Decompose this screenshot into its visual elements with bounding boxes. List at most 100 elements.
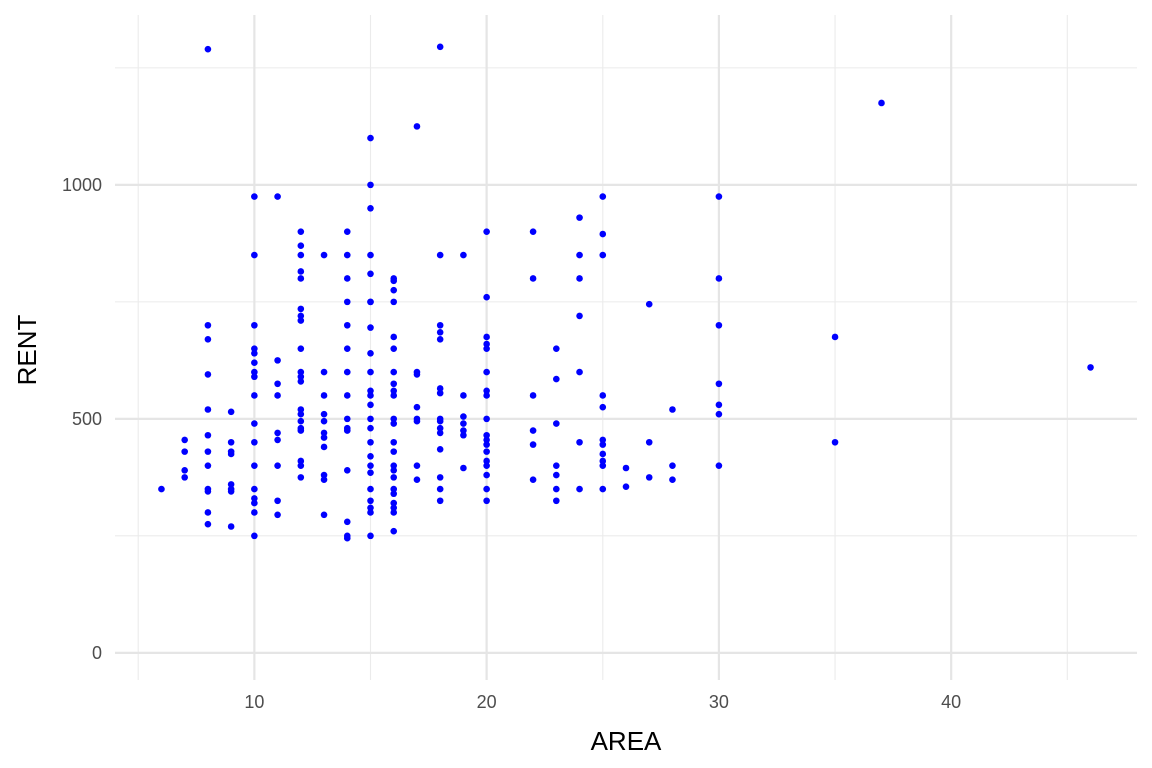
data-point [436,485,444,493]
data-point [529,275,537,282]
data-point [460,413,467,420]
data-point [390,467,398,474]
data-point [436,389,444,397]
data-point [204,336,212,343]
data-point [460,427,467,434]
data-point [576,485,583,493]
data-point [320,471,328,479]
data-point [367,497,374,505]
data-point [274,436,281,444]
y-tick-label: 1000 [62,175,102,195]
data-point [367,181,374,189]
data-point [436,474,444,481]
data-point [645,474,653,481]
data-point [297,368,305,376]
data-point [831,438,839,446]
data-point [436,251,444,259]
data-point [297,317,305,324]
data-point [227,450,235,458]
data-point [251,462,258,469]
data-point [251,485,258,493]
data-point [715,321,723,329]
data-point [181,436,188,444]
data-point [413,462,421,469]
data-point [715,380,723,388]
data-point [181,474,188,481]
data-point [367,251,374,259]
data-point [436,445,444,453]
data-point [274,380,281,388]
data-point [343,228,351,235]
data-point [576,368,583,376]
data-point [251,420,258,427]
data-point [367,387,374,395]
data-point [251,392,258,399]
data-point [274,497,281,505]
data-point [251,438,258,446]
data-point [413,403,421,411]
data-point [204,321,212,329]
data-point [297,305,305,313]
x-tick-label: 20 [477,692,497,712]
data-point [390,499,398,507]
data-point [878,99,885,107]
data-point [297,410,305,418]
data-point [645,300,653,308]
data-point [320,410,328,418]
data-point [343,392,351,399]
data-point [367,204,374,212]
data-point [483,228,490,235]
data-point [367,415,374,423]
data-point [227,408,235,416]
data-point [483,387,490,395]
data-point [529,441,537,448]
data-point [436,328,444,336]
data-point [390,380,398,388]
data-point [599,485,607,493]
data-point [436,424,444,432]
data-point [297,242,305,250]
data-point [390,387,398,395]
data-point [390,345,398,352]
data-point [367,324,374,331]
data-point [715,193,723,200]
data-point [251,509,258,516]
data-point [343,298,351,306]
data-point [367,350,374,357]
data-point [715,410,723,418]
data-point [251,321,258,329]
data-point [227,481,235,488]
data-point [367,532,374,540]
data-point [436,429,444,437]
data-point [367,134,374,142]
data-point [343,467,351,474]
data-point [576,275,583,282]
data-point [367,438,374,446]
y-axis-label: RENT [12,314,42,385]
data-point [390,392,398,399]
data-point [274,357,281,364]
data-point [251,532,258,540]
data-point [599,230,607,238]
data-point [460,431,467,439]
data-point [251,373,258,381]
data-point [251,350,258,357]
data-point [343,345,351,352]
data-point [436,321,444,329]
data-point [529,392,537,399]
data-point [715,401,723,409]
data-point [158,485,165,493]
data-point [251,345,258,352]
data-point [599,193,607,200]
data-point [483,436,490,444]
data-point [204,488,212,495]
data-point [622,464,630,472]
data-point [460,392,467,399]
data-point [297,378,305,385]
data-point [297,417,305,425]
data-point [320,417,328,425]
y-tick-label: 500 [72,409,102,429]
data-point [460,420,467,427]
data-point [483,462,490,469]
data-point [483,333,490,341]
